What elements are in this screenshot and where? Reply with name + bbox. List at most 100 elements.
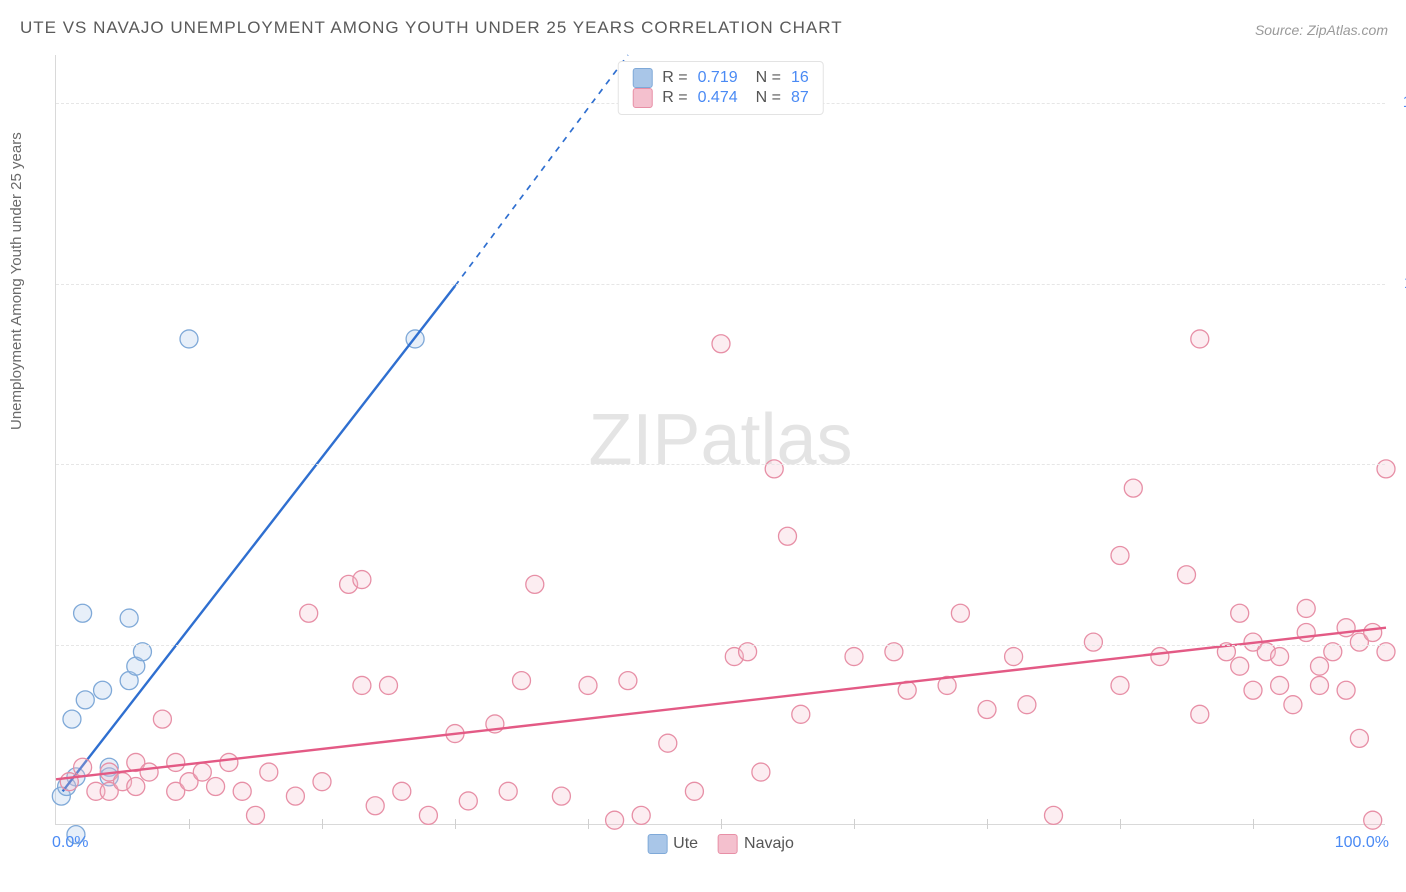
data-point [140,763,158,781]
legend-n-value: 87 [791,89,809,107]
y-axis-label: Unemployment Among Youth under 25 years [8,132,25,430]
x-axis-tick-mark [854,819,855,829]
legend-swatch [647,834,667,854]
data-point [260,763,278,781]
y-axis-tick: 150.0% [1387,94,1406,112]
data-point [207,778,225,796]
data-point [951,604,969,622]
data-point [1084,633,1102,651]
data-point [526,575,544,593]
data-point [1350,729,1368,747]
data-point [845,648,863,666]
data-point [233,782,251,800]
chart-title: UTE VS NAVAJO UNEMPLOYMENT AMONG YOUTH U… [20,18,843,38]
data-point [1284,696,1302,714]
data-point [978,701,996,719]
data-point [120,609,138,627]
data-point [459,792,477,810]
data-point [1364,624,1382,642]
data-point [632,806,650,824]
y-axis-tick: 75.0% [1387,455,1406,473]
data-point [193,763,211,781]
regression-line [56,628,1386,780]
data-point [1244,681,1262,699]
data-point [247,806,265,824]
series-legend: Ute Navajo [647,834,794,854]
data-point [60,773,78,791]
x-axis-tick-mark [721,819,722,829]
data-point [1311,657,1329,675]
data-point [752,763,770,781]
data-point [1018,696,1036,714]
data-point [127,778,145,796]
source-attribution: Source: ZipAtlas.com [1255,22,1388,38]
data-point [353,676,371,694]
data-point [1364,811,1382,829]
data-point [380,676,398,694]
data-point [712,335,730,353]
data-point [1178,566,1196,584]
plot-svg [56,55,1385,824]
legend-item: Ute [647,834,698,854]
gridline-horizontal [56,284,1385,285]
data-point [765,460,783,478]
correlation-legend: R =0.719N =16R =0.474N =87 [617,61,824,115]
legend-row: R =0.719N =16 [632,68,809,88]
data-point [1297,624,1315,642]
legend-swatch [718,834,738,854]
data-point [167,753,185,771]
legend-r-value: 0.719 [698,69,738,87]
gridline-horizontal [56,645,1385,646]
y-axis-tick: 112.5% [1387,275,1406,293]
legend-item: Navajo [718,834,794,854]
legend-n-label: N = [756,69,781,87]
data-point [792,705,810,723]
legend-r-value: 0.474 [698,89,738,107]
data-point [1111,676,1129,694]
x-axis-tick-mark [322,819,323,829]
data-point [1191,330,1209,348]
data-point [1231,657,1249,675]
x-axis-tick-100: 100.0% [1335,834,1389,852]
data-point [552,787,570,805]
data-point [1191,705,1209,723]
data-point [74,604,92,622]
data-point [286,787,304,805]
data-point [1111,547,1129,565]
data-point [1151,648,1169,666]
data-point [579,676,597,694]
data-point [513,672,531,690]
legend-swatch [632,68,652,88]
data-point [1271,648,1289,666]
series-name: Navajo [744,835,794,852]
legend-swatch [632,88,652,108]
data-point [499,782,517,800]
legend-n-value: 16 [791,69,809,87]
data-point [685,782,703,800]
data-point [1005,648,1023,666]
data-point [606,811,624,829]
gridline-horizontal [56,464,1385,465]
regression-line-extension [455,55,628,286]
x-axis-tick-mark [987,819,988,829]
data-point [1271,676,1289,694]
data-point [63,710,81,728]
y-axis-tick: 37.5% [1387,636,1406,654]
data-point [1337,681,1355,699]
scatter-plot: ZIPatlas R =0.719N =16R =0.474N =87 0.0%… [55,55,1385,825]
data-point [1311,676,1329,694]
data-point [1231,604,1249,622]
data-point [353,571,371,589]
legend-n-label: N = [756,89,781,107]
data-point [779,527,797,545]
series-name: Ute [673,835,698,852]
x-axis-tick-0: 0.0% [52,834,88,852]
x-axis-tick-mark [588,819,589,829]
x-axis-tick-mark [189,819,190,829]
data-point [313,773,331,791]
data-point [393,782,411,800]
data-point [419,806,437,824]
data-point [76,691,94,709]
legend-r-label: R = [662,89,687,107]
data-point [1297,599,1315,617]
